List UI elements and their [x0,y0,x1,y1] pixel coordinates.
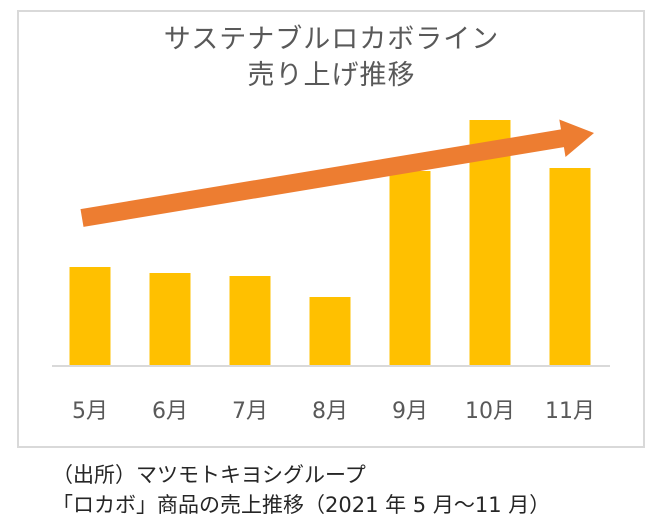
bar-8月 [309,297,351,366]
source-note: （出所）マツモトキヨシグループ 「ロカボ」商品の売上推移（2021 年 5 月〜… [52,460,550,520]
chart-title-line-1: サステナブルロカボライン [163,24,500,55]
source-line-1: （出所）マツモトキヨシグループ [52,463,366,487]
chart-frame [17,10,645,448]
x-tick-label: 6月 [152,399,188,424]
chart-title-line-2: 売り上げ推移 [247,60,416,91]
bar-5月 [69,267,111,366]
x-tick-labels: 5月 6月 7月 8月 9月 10月 11月 [72,399,595,424]
x-tick-label: 10月 [465,399,515,424]
x-tick-label: 11月 [545,399,595,424]
x-tick-label: 9月 [392,399,428,424]
trend-arrow [80,119,594,227]
bar-11月 [549,168,591,366]
source-line-2: 「ロカボ」商品の売上推移（2021 年 5 月〜11 月） [52,493,551,517]
bar-9月 [389,171,431,366]
bar-7月 [229,276,271,366]
chart-title: サステナブルロカボライン 売り上げ推移 [0,22,663,94]
x-tick-label: 8月 [312,399,348,424]
bar-6月 [149,273,191,366]
x-tick-label: 5月 [72,399,108,424]
bars-layer [69,120,591,366]
x-tick-label: 7月 [232,399,268,424]
